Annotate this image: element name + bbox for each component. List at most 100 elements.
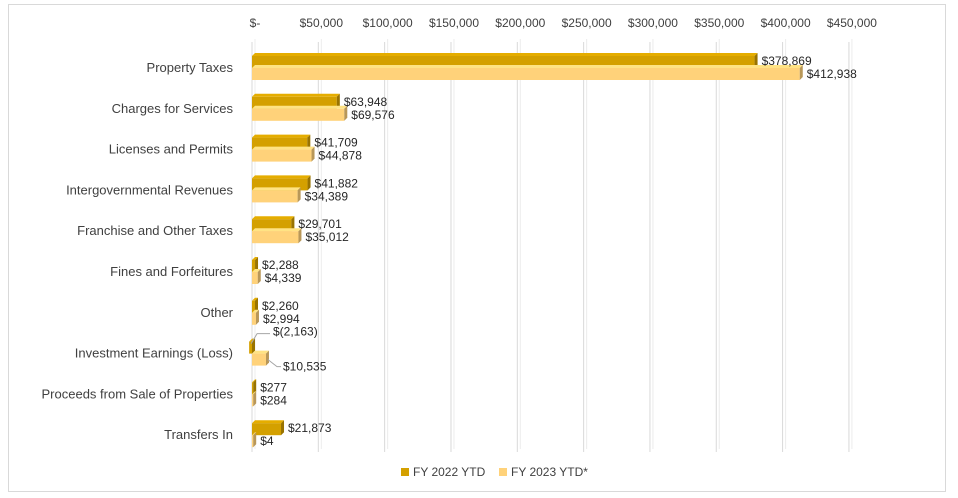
bar-fy2022-side [253,379,257,395]
bar-fy2022 [252,379,257,395]
bar-fy2022 [252,420,285,436]
tick-label: $400,000 [761,16,811,30]
legend-swatch-fy2022 [401,468,409,476]
bar-fy2022-front [252,300,255,313]
data-label-fy2023: $10,535 [283,360,327,374]
bar-fy2023-side [265,350,269,366]
tick-label: $350,000 [694,16,744,30]
category-label: Franchise and Other Taxes [77,223,233,238]
bar-fy2022-top [252,93,340,97]
data-label-fy2023: $44,878 [319,149,363,163]
bar-fy2023-top [252,187,301,191]
bar-fy2022-top [252,379,257,383]
legend: FY 2022 YTD FY 2023 YTD* [401,465,588,479]
leader-line [267,359,281,368]
bar-fy2022-side [281,420,285,436]
bar-fy2023-top [252,391,257,395]
bar-fy2022-top [252,175,311,179]
x-axis-ticks: $- $50,000 $100,000 $150,000 $200,000 $250,00… [250,16,878,30]
bar-fy2023 [252,228,302,244]
bar-fy2022 [252,297,258,313]
bar-fy2023 [252,391,257,407]
data-label-fy2022: $(2,163) [273,325,318,339]
bar-fy2023-side [311,146,315,162]
bar-fy2023-side [253,432,257,448]
bar-fy2022 [252,257,259,272]
category-label: Investment Earnings (Loss) [75,346,233,361]
bar-fy2022-top [252,53,758,56]
bars [249,53,803,448]
bar-fy2022-side [291,216,295,232]
bar-fy2023-top [252,309,259,313]
tick-label: $450,000 [827,16,877,30]
data-label-fy2022: $2,288 [262,258,299,272]
bar-fy2023 [252,105,348,121]
chart-frame [8,4,946,492]
tick-label: $250,000 [562,16,612,30]
bar-fy2023-side [344,105,348,121]
leader-line [250,333,270,344]
data-label-fy2023: $4 [260,434,274,448]
bar-fy2023-side [257,269,261,284]
bar-fy2023-top [252,146,315,150]
bar-fy2023 [252,309,259,325]
bar-fy2023-front [252,68,800,80]
tick-label: $100,000 [363,16,413,30]
bar-fy2023-front [252,312,256,325]
category-label: Fines and Forfeitures [110,264,233,279]
category-label: Property Taxes [147,60,234,75]
bar-fy2023-front [252,149,312,162]
category-label: Intergovernmental Revenues [66,182,233,197]
bar-fy2023-side [297,187,301,203]
bar-fy2023-front [252,394,254,407]
bar-fy2022-side [336,93,340,109]
data-label-fy2023: $412,938 [807,67,857,81]
bar-fy2022-top [252,257,259,260]
category-labels: Property Taxes Charges for Services Licens… [42,60,234,442]
gridlines [251,39,853,452]
tick-label: $300,000 [628,16,678,30]
bar-fy2023 [252,350,269,366]
bar-fy2022-top [252,297,258,301]
data-label-fy2023: $35,012 [305,230,349,244]
bar-fy2023 [252,146,315,162]
data-label-fy2023: $4,339 [265,271,302,285]
data-label-fy2022: $41,709 [314,136,358,150]
bar-fy2023-front [252,108,345,121]
category-label: Proceeds from Sale of Properties [42,386,234,401]
legend-label-fy2023: FY 2023 YTD* [511,465,588,479]
category-label: Other [200,305,233,320]
data-label-fy2022: $378,869 [762,54,812,68]
bar-fy2022-side [307,134,311,150]
data-label-fy2022: $29,701 [298,217,342,231]
data-label-fy2022: $41,882 [315,176,359,190]
bar-fy2022-side [252,338,255,354]
bar-fy2023 [252,432,257,448]
bar-fy2023-top [252,269,261,272]
bar-fy2023-front [252,353,266,366]
category-label: Charges for Services [112,101,234,116]
bar-fy2023-side [799,65,803,80]
bar-fy2022-top [252,134,311,138]
bar-fy2023-front [252,435,254,448]
bar-fy2022-side [754,53,758,68]
tick-label: $200,000 [495,16,545,30]
bar-fy2022-side [307,175,311,191]
data-label-fy2022: $2,260 [262,299,299,313]
tick-label: $50,000 [300,16,344,30]
data-label-fy2022: $63,948 [344,95,388,109]
data-label-fy2023: $284 [260,393,287,407]
data-labels: $378,869$412,938 $63,948$69,576 $41,709$44… [250,54,857,448]
bar-fy2023 [252,187,301,203]
bar-fy2023 [252,65,803,80]
data-label-fy2023: $69,576 [351,108,395,122]
bar-fy2022-front [252,260,256,272]
bar-fy2023-front [252,231,299,244]
data-label-fy2022: $21,873 [288,421,332,435]
bar-fy2023-top [252,350,269,354]
category-label: Licenses and Permits [109,142,234,157]
bar-fy2023 [252,269,261,284]
legend-swatch-fy2023 [499,468,507,476]
tick-label: $- [250,16,261,30]
bar-fy2022-top [252,420,285,424]
